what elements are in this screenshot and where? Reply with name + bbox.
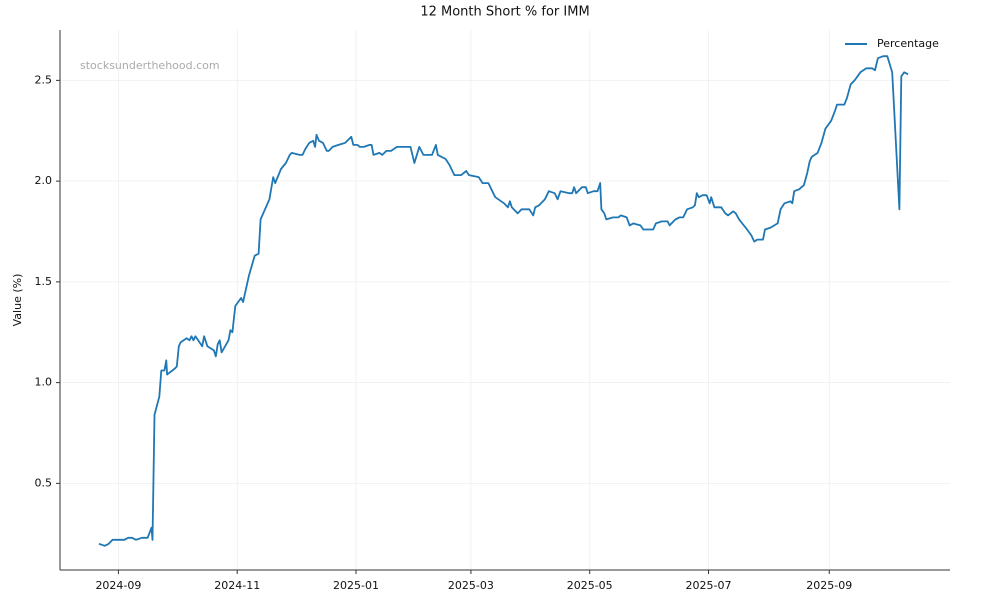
y-tick-label: 1.0 (35, 376, 53, 389)
x-tick-label: 2025-03 (448, 579, 494, 592)
x-tick-label: 2024-11 (214, 579, 260, 592)
y-tick-label: 1.5 (35, 275, 53, 288)
x-tick-label: 2024-09 (95, 579, 141, 592)
y-axis-label: Value (%) (11, 274, 24, 327)
data-line (98, 55, 909, 547)
x-tick-label: 2025-07 (686, 579, 732, 592)
legend-label: Percentage (877, 37, 939, 50)
chart-title: 12 Month Short % for IMM (420, 5, 589, 20)
watermark: stocksunderthehood.com (80, 59, 220, 72)
y-tick-label: 0.5 (35, 476, 53, 489)
x-tick-label: 2025-01 (333, 579, 379, 592)
y-tick-label: 2.0 (35, 174, 53, 187)
x-tick-label: 2025-09 (806, 579, 852, 592)
y-tick-label: 2.5 (35, 73, 53, 86)
x-tick-label: 2025-05 (567, 579, 613, 592)
